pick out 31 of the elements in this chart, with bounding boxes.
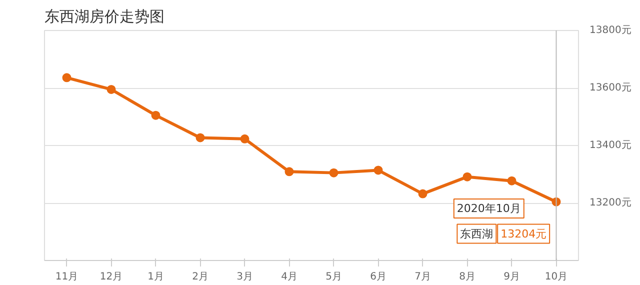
point xyxy=(374,166,383,175)
point xyxy=(507,176,516,186)
x-tick-label: 3月 xyxy=(236,272,253,282)
x-tick-label: 7月 xyxy=(414,272,431,282)
point xyxy=(106,84,116,94)
x-tick-label: 12月 xyxy=(100,272,123,282)
y-tick-label: 13800元 xyxy=(590,25,632,36)
x-tick-label: 1月 xyxy=(148,272,164,282)
x-tick-label: 10月 xyxy=(544,272,568,282)
point xyxy=(196,133,205,142)
x-tick-label: 9月 xyxy=(504,272,520,282)
point xyxy=(418,189,428,198)
x-tick-label: 2月 xyxy=(192,272,208,282)
x-tick-label: 5月 xyxy=(326,272,342,282)
legend-label: 东西湖 xyxy=(460,227,494,240)
x-tick-label: 11月 xyxy=(55,272,78,282)
y-tick-label: 13600元 xyxy=(590,82,632,94)
x-tick-label: 6月 xyxy=(370,272,386,282)
annotation: 2020年10月 xyxy=(456,202,521,215)
y-tick-label: 13400元 xyxy=(590,140,632,151)
x-tick-label: 8月 xyxy=(459,272,476,282)
x-tick-label: 4月 xyxy=(281,272,298,282)
point xyxy=(284,167,294,176)
y-tick-label: 13200元 xyxy=(590,198,632,208)
point xyxy=(462,172,472,182)
data-label: 13204元 xyxy=(500,227,547,240)
point xyxy=(329,168,338,178)
point xyxy=(240,134,250,144)
point xyxy=(151,110,160,120)
chart-title: 东西湖房价走势图 xyxy=(44,8,164,26)
point xyxy=(62,73,72,82)
